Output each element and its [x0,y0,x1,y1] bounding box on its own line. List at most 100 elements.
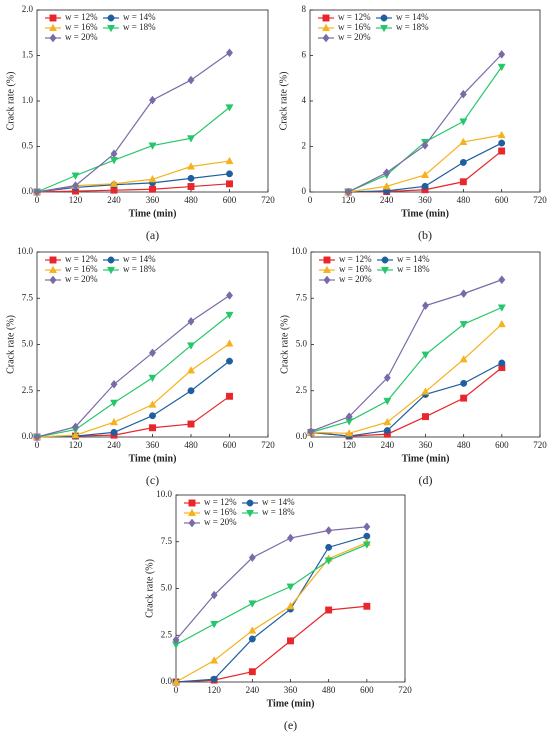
marker [148,348,157,358]
y-tick-label: 2.5 [161,629,173,639]
marker [497,130,506,139]
x-tick-label: 0 [309,440,314,450]
marker [363,522,371,532]
legend-label: w = 20% [65,32,98,42]
legend-label: w = 14% [396,12,429,22]
marker [149,424,156,432]
marker [210,675,218,683]
series-line [36,106,230,193]
marker [324,557,333,565]
marker [210,590,218,600]
x-tick-label: 720 [398,685,412,695]
x-axis-label: Time (min) [129,208,177,219]
legend-marker [321,23,331,32]
y-axis-label: Crack rate (%) [5,315,16,374]
x-tick-label: 240 [381,440,395,450]
marker [420,170,430,178]
y-tick-label: 0 [302,186,307,196]
marker [459,118,468,126]
marker [460,379,468,387]
legend-label: w = 20% [339,274,372,284]
y-tick-label: 2 [302,141,307,151]
marker [325,606,333,614]
caption: (a) [146,228,159,242]
legend-label: w = 20% [204,517,237,527]
marker [226,170,233,178]
legend-label: w = 12% [338,12,371,22]
x-tick-label: 480 [184,440,198,450]
legend-marker [246,499,254,507]
x-tick-label: 240 [246,685,260,695]
marker [383,168,391,178]
x-tick-label: 600 [360,685,374,695]
marker [344,187,352,197]
y-tick-label: 5.0 [296,339,308,349]
marker [497,304,506,312]
legend-label: w = 16% [65,22,98,32]
x-tick-label: 600 [223,195,237,205]
marker [172,635,180,645]
y-tick-label: 0.0 [161,676,173,686]
series-line [175,605,367,683]
marker [110,149,118,159]
marker [149,412,156,420]
marker [362,541,371,549]
legend-label: w = 14% [397,254,430,264]
marker [287,637,294,645]
x-tick-label: 240 [380,195,394,205]
series-line [175,544,368,646]
y-tick-label: 6 [302,50,307,60]
legend-marker [106,266,116,275]
y-axis-label: Crack rate (%) [278,72,289,131]
x-tick-label: 480 [457,195,471,205]
x-tick-label: 120 [69,440,83,450]
y-tick-label: 7.5 [22,292,34,302]
marker [187,183,195,190]
series-line [175,535,368,683]
series-line [36,183,230,193]
x-tick-label: 0 [308,195,313,205]
y-tick-label: 2.0 [22,4,34,14]
marker [187,387,195,395]
marker [286,533,295,543]
marker [459,158,467,166]
marker [110,379,118,389]
legend-label: w = 16% [65,264,98,274]
legend-marker [381,256,389,264]
marker [497,319,506,328]
marker [109,399,119,408]
y-tick-label: 0.0 [22,431,34,441]
y-tick-label: 2.5 [296,385,308,395]
legend-marker [380,14,388,22]
legend-marker [323,256,331,264]
series-line [310,279,503,433]
marker [248,635,256,643]
y-axis-label: Crack rate (%) [279,315,290,374]
marker [187,420,195,428]
marker [226,392,233,400]
series-line [310,306,503,433]
y-axis-label: Crack rate (%) [144,559,155,618]
x-tick-label: 600 [495,195,509,205]
series-line [175,526,367,641]
caption: (b) [418,228,432,242]
legend-label: w = 12% [204,497,237,507]
marker [498,147,506,155]
marker [345,412,353,422]
x-tick-label: 0 [35,440,40,450]
y-tick-label: 1.0 [22,95,34,105]
marker [383,397,392,406]
x-tick-label: 360 [146,195,160,205]
marker [187,75,195,85]
x-tick-label: 360 [419,440,433,450]
marker [225,48,234,58]
marker [498,275,506,285]
marker [226,180,233,188]
marker [459,178,467,186]
x-tick-label: 240 [107,440,121,450]
marker [421,387,430,395]
marker [382,181,391,190]
marker [421,140,429,150]
x-tick-label: 360 [146,440,160,450]
y-tick-label: 2.5 [22,385,34,395]
